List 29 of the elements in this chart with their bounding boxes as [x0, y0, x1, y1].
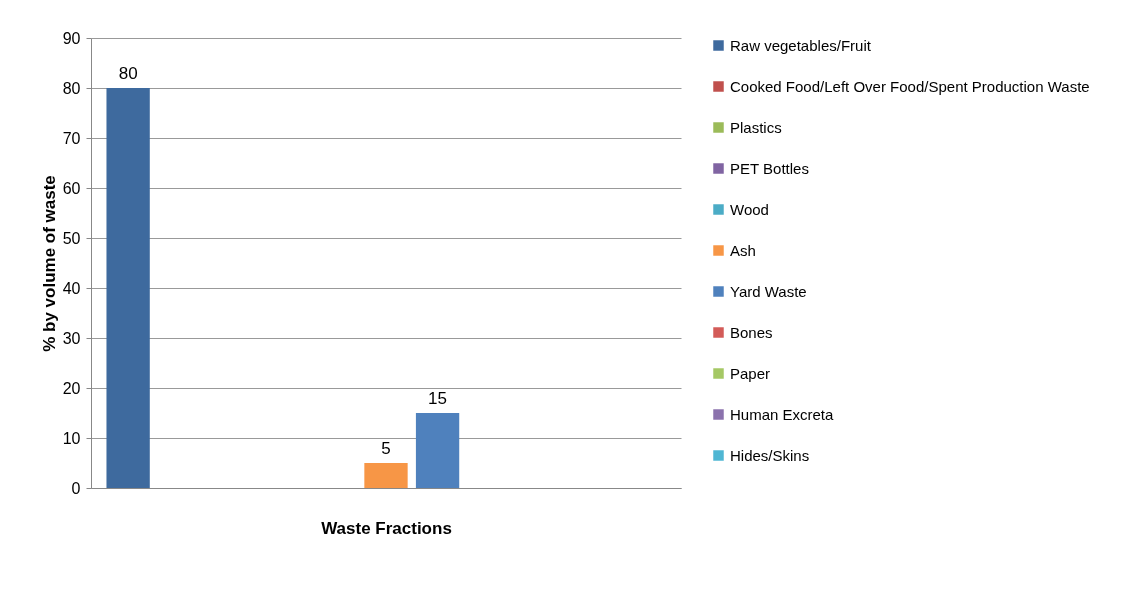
data-label: 80 [118, 64, 138, 83]
y-tick-label: 80 [62, 79, 81, 97]
bar [415, 413, 460, 488]
y-tick-label: 20 [62, 379, 81, 397]
x-axis-title: Waste Fractions [321, 518, 452, 538]
y-tick-label: 50 [62, 229, 81, 247]
data-label: 15 [428, 389, 448, 408]
y-tick-label: 90 [62, 29, 81, 47]
y-tick-label: 60 [62, 179, 81, 197]
legend-label: Paper [730, 364, 771, 382]
bar [106, 88, 150, 488]
y-tick-label: 30 [62, 329, 81, 347]
legend-label: Ash [730, 241, 756, 259]
legend-label: Raw vegetables/Fruit [730, 36, 872, 54]
legend-label: Yard Waste [730, 282, 807, 300]
legend-label: Wood [730, 200, 769, 218]
y-tick-label: 0 [71, 479, 81, 497]
bar [364, 463, 408, 488]
y-tick-label: 70 [62, 129, 81, 147]
legend-label: PET Bottles [730, 159, 809, 177]
y-tick-label: 40 [62, 279, 81, 297]
legend-label: Bones [730, 323, 773, 341]
legend-label: Plastics [730, 118, 782, 136]
y-tick-label: 10 [62, 429, 81, 447]
legend-label: Human Excreta [730, 405, 835, 423]
legend-label: Cooked Food/Left Over Food/Spent Production Waste [730, 77, 1090, 95]
legend-label: Hides/Skins [730, 446, 810, 464]
data-label: 5 [381, 439, 391, 458]
y-axis-title: % by volume of waste [39, 175, 59, 352]
